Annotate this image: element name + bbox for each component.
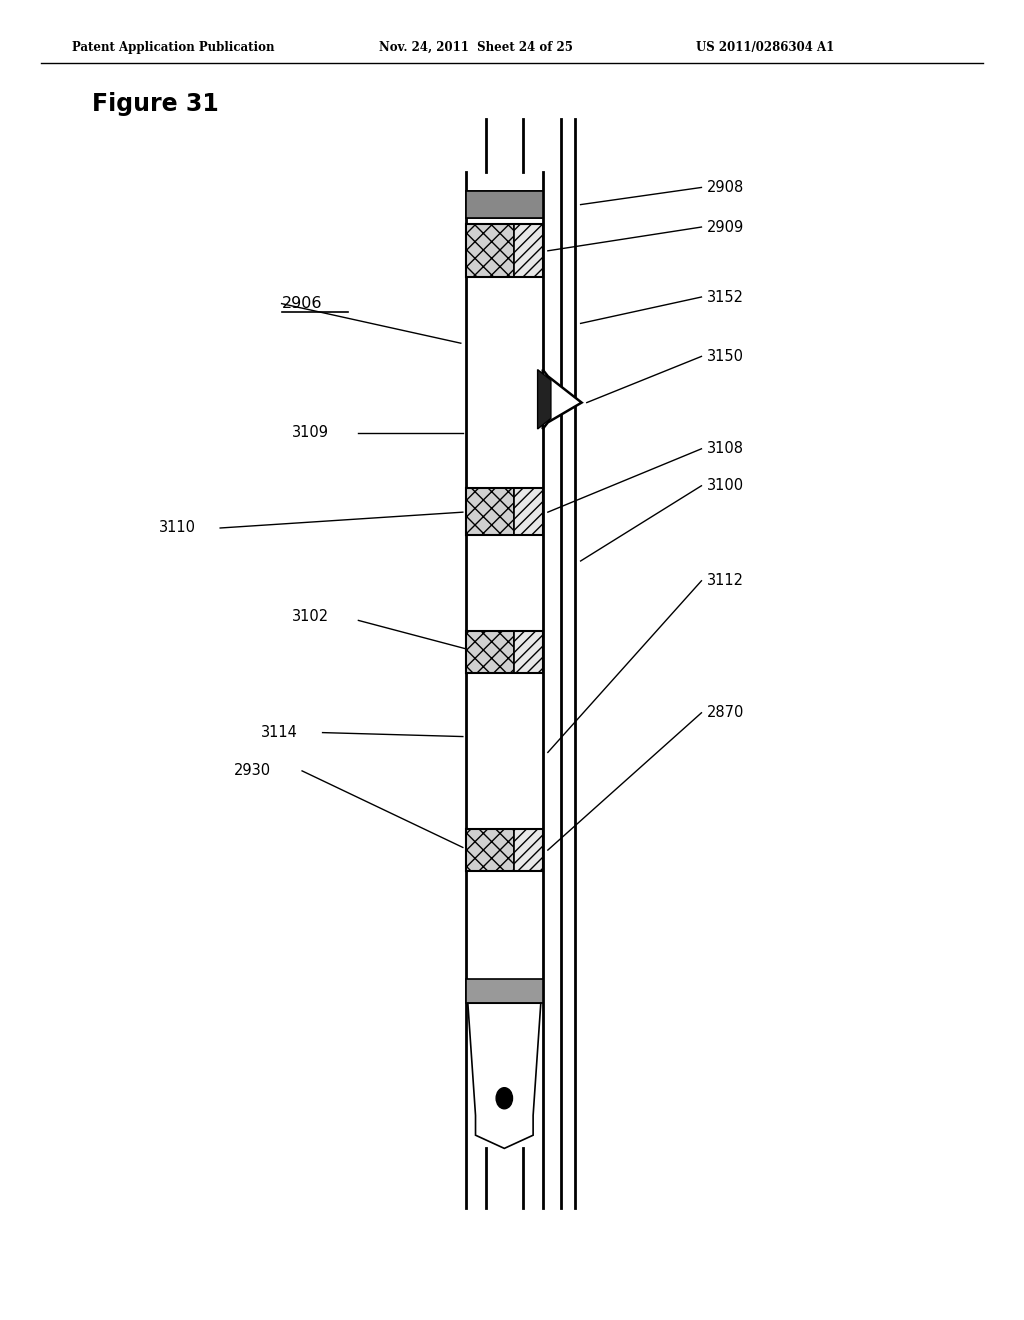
Text: 2908: 2908 (707, 180, 743, 195)
Text: 2870: 2870 (707, 705, 743, 721)
Text: 3100: 3100 (707, 478, 743, 494)
Text: US 2011/0286304 A1: US 2011/0286304 A1 (696, 41, 835, 54)
Text: 3150: 3150 (707, 348, 743, 364)
Text: 3108: 3108 (707, 441, 743, 457)
Bar (514, 829, 543, 871)
Text: 3114: 3114 (261, 725, 298, 741)
Text: 2909: 2909 (707, 219, 743, 235)
Bar (466, 829, 543, 871)
Bar (466, 191, 543, 218)
Bar (466, 829, 514, 871)
Text: 3112: 3112 (707, 573, 743, 589)
Polygon shape (468, 1003, 541, 1148)
Bar (466, 979, 543, 1003)
Bar (514, 224, 543, 277)
Text: Patent Application Publication: Patent Application Publication (72, 41, 274, 54)
Text: Figure 31: Figure 31 (92, 92, 219, 116)
Bar (466, 631, 543, 673)
Circle shape (497, 1088, 513, 1109)
Text: 3102: 3102 (292, 609, 329, 624)
Text: 3152: 3152 (707, 289, 743, 305)
Bar (466, 224, 543, 277)
Bar (514, 488, 543, 535)
Bar (466, 488, 543, 535)
Bar (466, 488, 514, 535)
Polygon shape (538, 370, 551, 429)
Text: 2930: 2930 (233, 763, 270, 779)
Text: 2906: 2906 (282, 296, 323, 312)
Bar (514, 631, 543, 673)
Text: 3109: 3109 (292, 425, 329, 441)
Polygon shape (543, 370, 582, 429)
Bar (466, 631, 514, 673)
Text: 3110: 3110 (159, 520, 196, 536)
Bar (466, 224, 514, 277)
Text: Nov. 24, 2011  Sheet 24 of 25: Nov. 24, 2011 Sheet 24 of 25 (379, 41, 572, 54)
